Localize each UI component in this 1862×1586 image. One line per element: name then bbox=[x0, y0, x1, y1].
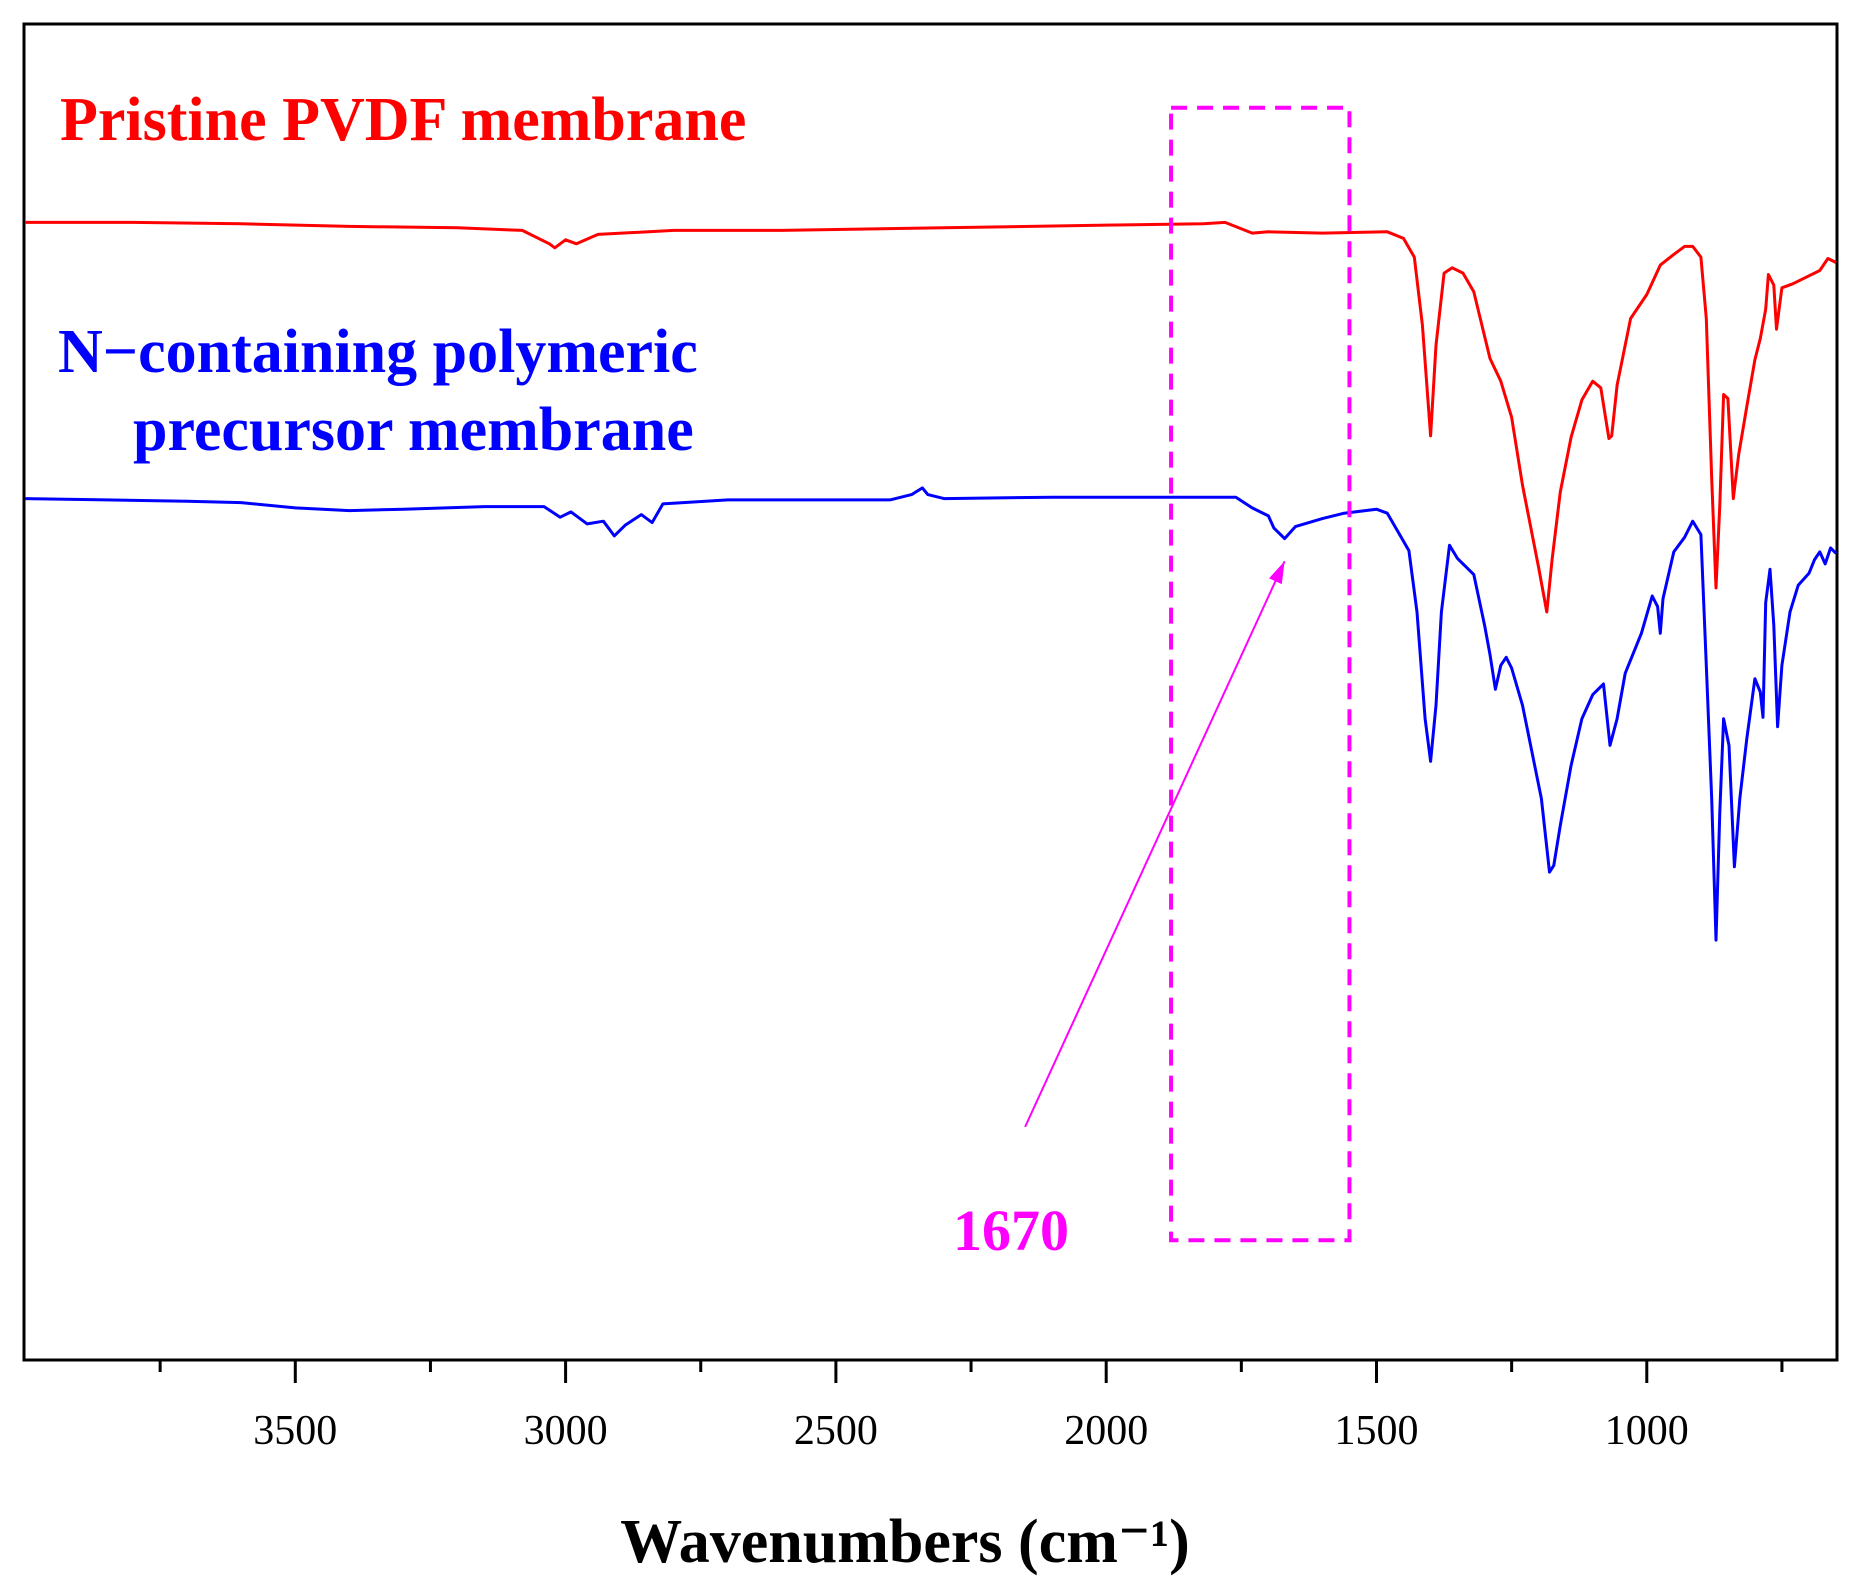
x-axis-ticks: 3500 3000 2500 2000 1500 1000 bbox=[158, 1359, 1784, 1454]
x-tick-label: 2500 bbox=[794, 1408, 878, 1454]
series-line-pristine-pvdf bbox=[25, 220, 1837, 614]
legend-label-precursor-line2: precursor membrane bbox=[133, 396, 694, 464]
x-tick-label: 2000 bbox=[1064, 1408, 1148, 1454]
legend-label-precursor-line1: N−containing polymeric bbox=[58, 318, 698, 386]
x-tick-label: 3500 bbox=[253, 1408, 337, 1454]
series-line-n-containing-precursor bbox=[24, 486, 1838, 942]
peak-arrow bbox=[1024, 560, 1286, 1128]
legend-label-pristine: Pristine PVDF membrane bbox=[60, 86, 746, 154]
x-tick-label: 1500 bbox=[1334, 1408, 1418, 1454]
highlight-box-1670 bbox=[1169, 105, 1352, 1243]
peak-arrow-head bbox=[1269, 561, 1285, 585]
plot-frame bbox=[22, 22, 1839, 1362]
x-tick-label: 1000 bbox=[1605, 1408, 1689, 1454]
x-tick-label: 3000 bbox=[524, 1408, 608, 1454]
x-axis-title: Wavenumbers (cm⁻¹) bbox=[620, 1508, 1190, 1576]
peak-label-1670: 1670 bbox=[953, 1198, 1069, 1263]
series-layer bbox=[24, 220, 1838, 942]
